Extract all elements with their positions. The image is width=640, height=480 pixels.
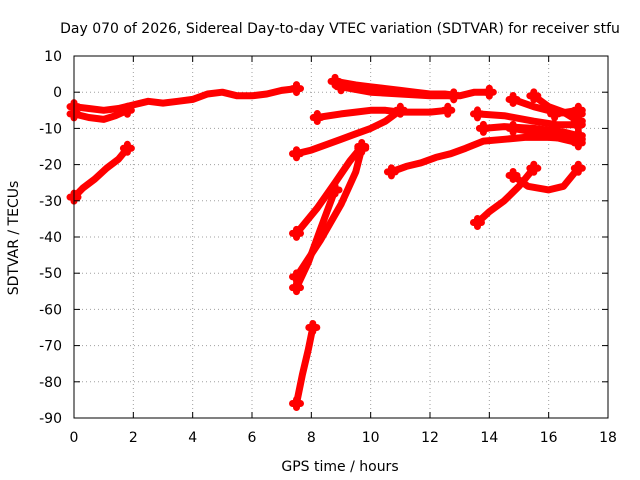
data-point-marker xyxy=(570,113,586,129)
data-point-marker xyxy=(570,160,586,176)
data-point-marker xyxy=(333,79,349,95)
x-tick-label: 16 xyxy=(540,430,558,446)
x-tick-label: 14 xyxy=(480,430,498,446)
data-point-marker xyxy=(505,167,521,183)
y-tick-label: -30 xyxy=(39,194,62,210)
data-point-marker xyxy=(526,88,542,104)
y-tick-label: -70 xyxy=(39,339,62,355)
y-tick-label: -10 xyxy=(39,121,62,137)
data-point-marker xyxy=(354,140,370,156)
y-tick-label: -80 xyxy=(39,375,62,391)
data-point-marker xyxy=(446,88,462,104)
y-axis-ticks: 10 0 -10 -20 -30 -40 -50 -60 -70 -80 -90 xyxy=(39,49,608,427)
data-point-marker xyxy=(289,225,304,241)
data-point-marker xyxy=(289,280,304,296)
series-trace-14 xyxy=(474,110,582,129)
grid-lines xyxy=(74,56,608,418)
series-trace-2 xyxy=(70,144,131,201)
data-point-marker xyxy=(440,102,456,118)
x-tick-label: 0 xyxy=(70,430,79,446)
x-tick-label: 4 xyxy=(188,430,197,446)
series-trace-15 xyxy=(479,123,582,140)
data-point-marker xyxy=(119,140,135,156)
series-trace-4 xyxy=(313,106,452,121)
y-tick-label: -20 xyxy=(39,158,62,174)
data-point-marker xyxy=(309,110,325,126)
series-trace-11 xyxy=(387,133,582,176)
chart-title: Day 070 of 2026, Sidereal Day-to-day VTE… xyxy=(60,21,620,37)
x-tick-label: 18 xyxy=(599,430,617,446)
series-trace-12 xyxy=(474,164,538,226)
x-tick-label: 6 xyxy=(248,430,257,446)
x-tick-label: 10 xyxy=(362,430,380,446)
y-tick-label: 10 xyxy=(44,49,62,65)
data-point-marker xyxy=(305,320,321,335)
series-trace-9 xyxy=(293,186,339,292)
data-point-marker xyxy=(570,135,586,151)
y-axis-label: SDTVAR / TECUs xyxy=(6,181,22,296)
y-tick-label: -40 xyxy=(39,230,62,246)
data-point-marker xyxy=(547,106,563,122)
x-axis-ticks: 0 2 4 6 8 10 12 14 16 18 xyxy=(70,56,617,446)
series-trace-10 xyxy=(293,324,317,407)
series-trace-3 xyxy=(293,106,404,158)
y-tick-label: -90 xyxy=(39,411,62,427)
data-point-marker xyxy=(469,215,485,231)
x-axis-label: GPS time / hours xyxy=(281,459,398,475)
data-point-marker xyxy=(505,120,521,136)
y-tick-label: -60 xyxy=(39,302,62,318)
series-trace-1 xyxy=(70,106,131,123)
data-point-marker xyxy=(119,102,135,118)
data-point-marker xyxy=(383,164,399,180)
data-point-marker xyxy=(481,84,497,100)
data-point-marker xyxy=(475,120,491,136)
x-tick-label: 12 xyxy=(421,430,439,446)
series-trace-6 xyxy=(337,83,458,100)
x-tick-label: 2 xyxy=(129,430,138,446)
series-trace-0 xyxy=(70,85,300,114)
y-tick-label: -50 xyxy=(39,266,62,282)
data-point-marker xyxy=(526,160,542,176)
data-point-marker xyxy=(289,396,304,412)
y-tick-label: 0 xyxy=(53,85,62,101)
data-point-marker xyxy=(327,182,343,198)
data-point-marker xyxy=(570,102,586,118)
data-point-marker xyxy=(289,81,304,97)
data-series xyxy=(66,73,586,412)
series-trace-13 xyxy=(509,164,582,194)
series-trace-16 xyxy=(509,124,582,147)
data-point-marker xyxy=(505,91,521,107)
data-point-marker xyxy=(469,106,485,122)
data-point-marker xyxy=(289,146,304,162)
x-tick-label: 8 xyxy=(307,430,316,446)
